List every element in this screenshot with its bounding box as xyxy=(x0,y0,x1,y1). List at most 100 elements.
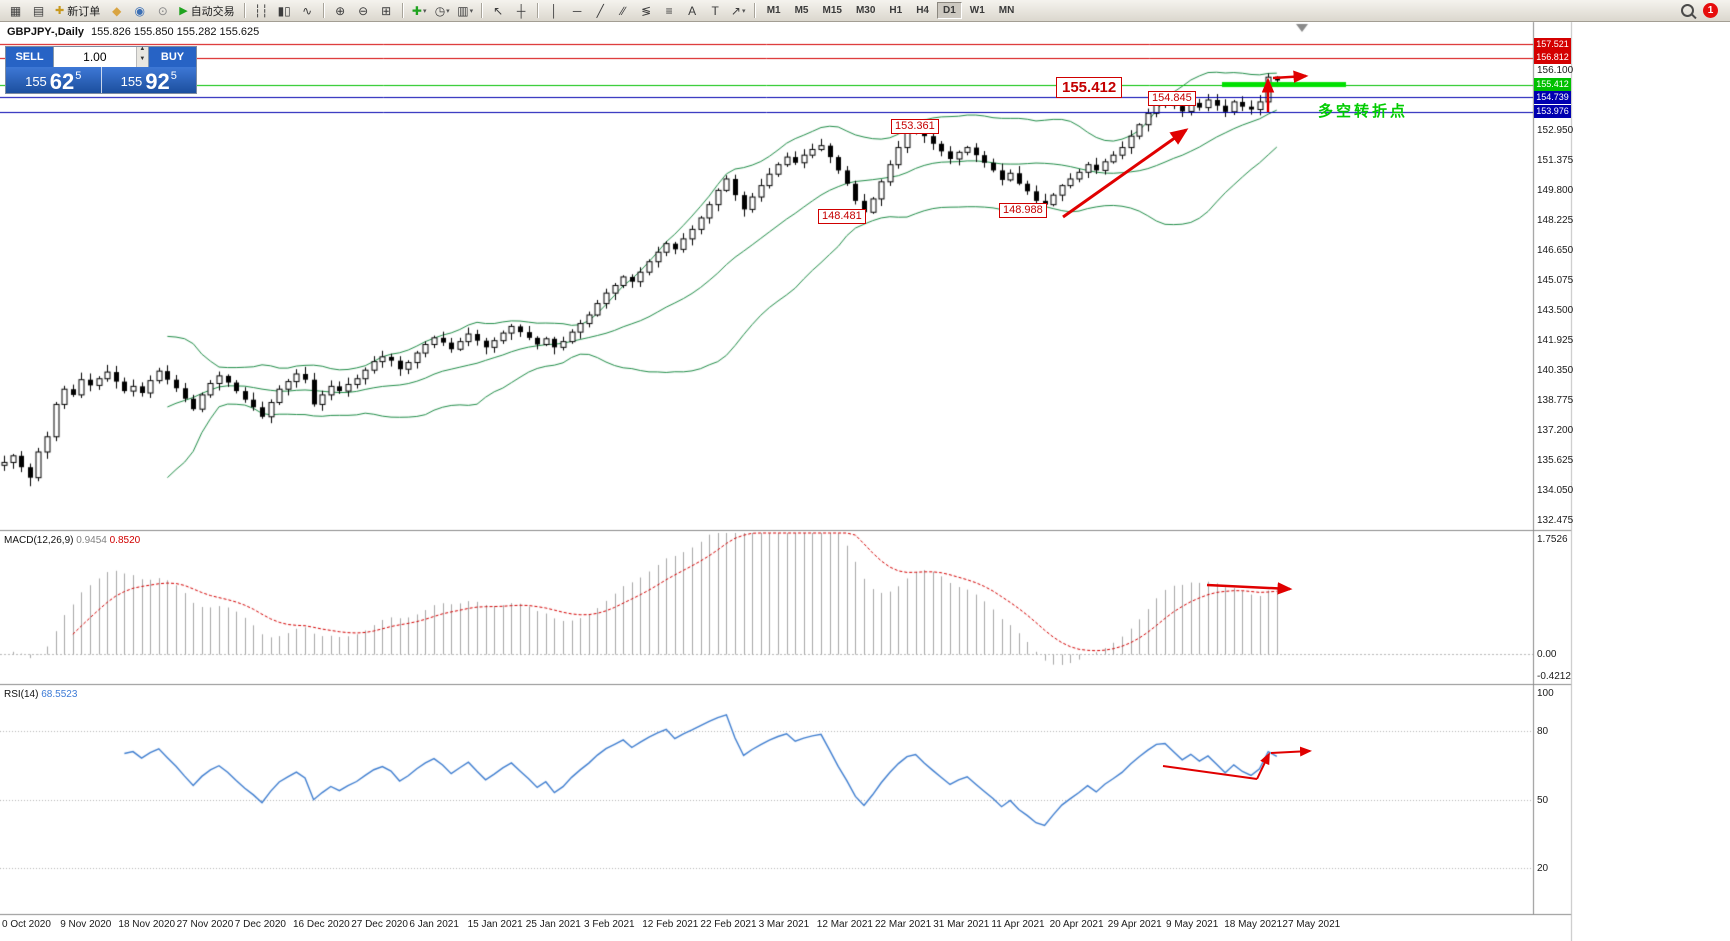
date-axis-label: 16 Dec 2020 xyxy=(293,919,350,930)
dropdown-caret-icon: ▾ xyxy=(446,7,450,15)
buy-price-button[interactable]: 155 92 5 xyxy=(102,67,197,93)
metaeditor-icon[interactable]: ◆ xyxy=(105,2,128,20)
text-label-icon: T xyxy=(711,3,719,18)
timeframe-button-w1[interactable]: W1 xyxy=(969,5,985,16)
cursor-icon[interactable]: ↖ xyxy=(487,2,510,20)
volume-input[interactable] xyxy=(54,47,136,67)
date-axis-label: 18 Nov 2020 xyxy=(118,919,176,930)
timeframe-button-h1[interactable]: H1 xyxy=(889,5,903,16)
price-callout-tag[interactable]: 148.988 xyxy=(999,203,1047,218)
trade-widget-prices: 155 62 5 155 92 5 xyxy=(6,67,196,93)
macd-signal-value: 0.8520 xyxy=(109,535,141,546)
equidistant-channel-icon: ∕∕ xyxy=(621,3,626,18)
new-order-icon: ✚ xyxy=(55,5,65,17)
text-label-icon[interactable]: T xyxy=(704,2,727,20)
stepper-down-icon[interactable]: ▼ xyxy=(136,56,148,67)
templates-icon[interactable]: ▥ ▾ xyxy=(454,2,477,20)
line-chart-mode-icon[interactable]: ∿ xyxy=(296,2,319,20)
crosshair-icon: ┼ xyxy=(516,3,526,18)
zoom-in-icon: ⊕ xyxy=(335,3,346,18)
price-callout-tag[interactable]: 148.481 xyxy=(818,209,866,224)
buy-button[interactable]: BUY xyxy=(160,51,185,63)
zoom-out-icon[interactable]: ⊖ xyxy=(352,2,375,20)
price-axis-label: 132.475 xyxy=(1537,514,1574,526)
timeframe-button-d1[interactable]: D1 xyxy=(937,2,962,19)
line-chart-mode-icon: ∿ xyxy=(302,3,313,18)
profiles-icon: ▤ xyxy=(32,3,45,18)
shapes-icon[interactable]: ≡ xyxy=(658,2,681,20)
new-chart-icon[interactable]: ▦ xyxy=(4,2,27,20)
price-axis-label: 152.950 xyxy=(1537,125,1574,137)
ohlc-values: 155.826 155.850 155.282 155.625 xyxy=(91,26,260,38)
periods-icon: ◷ xyxy=(434,3,446,18)
price-callout-tag[interactable]: 153.361 xyxy=(891,119,939,134)
zoom-out-icon: ⊖ xyxy=(358,3,369,18)
crosshair-icon[interactable]: ┼ xyxy=(510,2,533,20)
price-level-badge: 155.412 xyxy=(1534,78,1571,92)
trade-widget-header: SELL ▲ ▼ BUY xyxy=(6,46,196,67)
bar-chart-mode-icon[interactable]: ┆┆ xyxy=(250,2,273,20)
autotrading-button[interactable]: ▶ 自动交易 xyxy=(174,2,239,20)
metaquotes-icon[interactable]: ⊙ xyxy=(151,2,174,20)
toolbar-items: ▦ ▤ ✚ 新订单 ◆ ◉ ⊙ ▶ 自动交易 ┆┆ ▮▯ ∿ ⊕ ⊖ ⊞ ✚ ▾ ◷ ▾ ▥ ▾ ↖ ┼ │ ─ ╱ ∕∕ ≶ ≡ A T ↗… xyxy=(4,0,750,22)
timeframe-button-m5[interactable]: M5 xyxy=(794,5,809,16)
rsi-indicator-label: RSI(14) 68.5523 xyxy=(4,689,77,700)
candlestick-mode-icon[interactable]: ▮▯ xyxy=(273,2,296,20)
tile-windows-icon[interactable]: ⊞ xyxy=(375,2,398,20)
zoom-in-icon[interactable]: ⊕ xyxy=(329,2,352,20)
sell-price-button[interactable]: 155 62 5 xyxy=(6,67,102,93)
date-axis-label: 3 Feb 2021 xyxy=(584,919,635,930)
timeframe-button-m30[interactable]: M30 xyxy=(855,5,876,16)
price-callout-tag[interactable]: 155.412 xyxy=(1056,77,1123,98)
price-callout-tag[interactable]: 154.845 xyxy=(1148,91,1196,106)
macd-indicator-label: MACD(12,26,9) 0.9454 0.8520 xyxy=(4,535,140,546)
arrows-icon[interactable]: ↗ ▾ xyxy=(727,2,750,20)
trendline-icon[interactable]: ╱ xyxy=(589,2,612,20)
metaquotes-icon: ⊙ xyxy=(157,3,168,18)
timeframe-button-h4[interactable]: H4 xyxy=(916,5,929,16)
price-axis-label: 141.925 xyxy=(1537,335,1574,347)
timeframe-button-mn[interactable]: MN xyxy=(998,5,1015,16)
arrows-icon: ↗ xyxy=(730,3,741,18)
fibonacci-icon[interactable]: ≶ xyxy=(635,2,658,20)
toolbar-right: 1 xyxy=(1681,3,1726,18)
dropdown-caret-icon: ▾ xyxy=(469,7,474,15)
buy-price-big: 92 xyxy=(145,69,170,94)
price-axis-label: 149.800 xyxy=(1537,185,1574,197)
text-icon[interactable]: A xyxy=(681,2,704,20)
timeframe-button-m1[interactable]: M1 xyxy=(766,5,781,16)
date-axis-label: 27 Nov 2020 xyxy=(176,919,234,930)
vertical-line-icon[interactable]: │ xyxy=(543,2,566,20)
rsi-scale-label: 50 xyxy=(1537,794,1549,806)
price-axis-label: 146.650 xyxy=(1537,245,1574,257)
date-axis-label: 22 Feb 2021 xyxy=(700,919,757,930)
volume-stepper[interactable]: ▲ ▼ xyxy=(135,46,148,67)
date-axis-label: 9 May 2021 xyxy=(1166,919,1219,930)
indicators-icon[interactable]: ✚ ▾ xyxy=(408,2,431,20)
price-axis-label: 137.200 xyxy=(1537,425,1574,437)
search-icon[interactable] xyxy=(1681,4,1694,17)
market-icon[interactable]: ◉ xyxy=(128,2,151,20)
sell-price-big: 62 xyxy=(49,69,75,94)
price-axis-label: 148.225 xyxy=(1537,215,1574,227)
timeframe-button-m15[interactable]: M15 xyxy=(822,5,842,16)
macd-title-text: MACD(12,26,9) xyxy=(4,535,74,546)
new-order-button[interactable]: ✚ 新订单 xyxy=(50,2,105,20)
notification-badge[interactable]: 1 xyxy=(1703,3,1718,18)
metaeditor-icon: ◆ xyxy=(112,3,122,18)
sell-button[interactable]: SELL xyxy=(15,51,44,63)
stepper-up-icon[interactable]: ▲ xyxy=(136,46,148,57)
turning-point-note[interactable]: 多空转折点 xyxy=(1318,103,1409,120)
new-order-button-label: 新订单 xyxy=(67,5,101,18)
date-axis-label: 20 Apr 2021 xyxy=(1049,919,1104,930)
periods-icon[interactable]: ◷ ▾ xyxy=(431,2,454,20)
cursor-icon: ↖ xyxy=(493,3,504,18)
date-axis-label: 25 Jan 2021 xyxy=(525,919,581,930)
date-axis-label: 7 Dec 2020 xyxy=(234,919,286,930)
price-level-badge: 154.739 xyxy=(1534,90,1571,104)
horizontal-line-icon[interactable]: ─ xyxy=(566,2,589,20)
profiles-icon[interactable]: ▤ xyxy=(27,2,50,20)
equidistant-channel-icon[interactable]: ∕∕ xyxy=(612,2,635,20)
rsi-title-text: RSI(14) xyxy=(4,689,39,700)
